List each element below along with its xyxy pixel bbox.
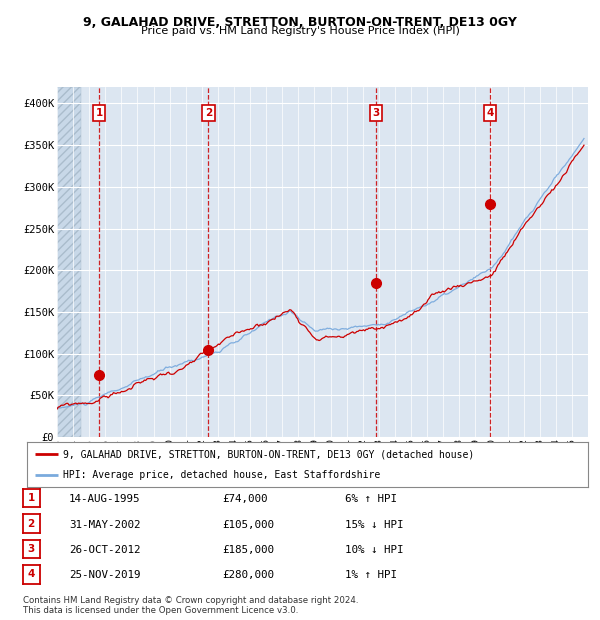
Text: 9, GALAHAD DRIVE, STRETTON, BURTON-ON-TRENT, DE13 0GY: 9, GALAHAD DRIVE, STRETTON, BURTON-ON-TR… (83, 16, 517, 29)
Text: 4: 4 (28, 569, 35, 580)
Text: £185,000: £185,000 (222, 545, 274, 555)
Text: 10% ↓ HPI: 10% ↓ HPI (345, 545, 404, 555)
Text: 6% ↑ HPI: 6% ↑ HPI (345, 494, 397, 504)
Text: Price paid vs. HM Land Registry's House Price Index (HPI): Price paid vs. HM Land Registry's House … (140, 26, 460, 36)
Text: 15% ↓ HPI: 15% ↓ HPI (345, 520, 404, 529)
Text: 2: 2 (205, 108, 212, 118)
Text: 3: 3 (372, 108, 380, 118)
Bar (57, 87, 81, 437)
Text: 14-AUG-1995: 14-AUG-1995 (69, 494, 140, 504)
Text: 26-OCT-2012: 26-OCT-2012 (69, 545, 140, 555)
Text: £280,000: £280,000 (222, 570, 274, 580)
Text: 1% ↑ HPI: 1% ↑ HPI (345, 570, 397, 580)
Text: 9, GALAHAD DRIVE, STRETTON, BURTON-ON-TRENT, DE13 0GY (detached house): 9, GALAHAD DRIVE, STRETTON, BURTON-ON-TR… (64, 449, 475, 459)
Text: 4: 4 (486, 108, 494, 118)
Text: 2: 2 (28, 518, 35, 529)
Text: 31-MAY-2002: 31-MAY-2002 (69, 520, 140, 529)
Text: 3: 3 (28, 544, 35, 554)
Text: £74,000: £74,000 (222, 494, 268, 504)
Text: 1: 1 (28, 493, 35, 503)
Text: 1: 1 (95, 108, 103, 118)
Text: £105,000: £105,000 (222, 520, 274, 529)
Text: Contains HM Land Registry data © Crown copyright and database right 2024.
This d: Contains HM Land Registry data © Crown c… (23, 596, 358, 615)
Text: HPI: Average price, detached house, East Staffordshire: HPI: Average price, detached house, East… (64, 469, 381, 480)
Text: 25-NOV-2019: 25-NOV-2019 (69, 570, 140, 580)
